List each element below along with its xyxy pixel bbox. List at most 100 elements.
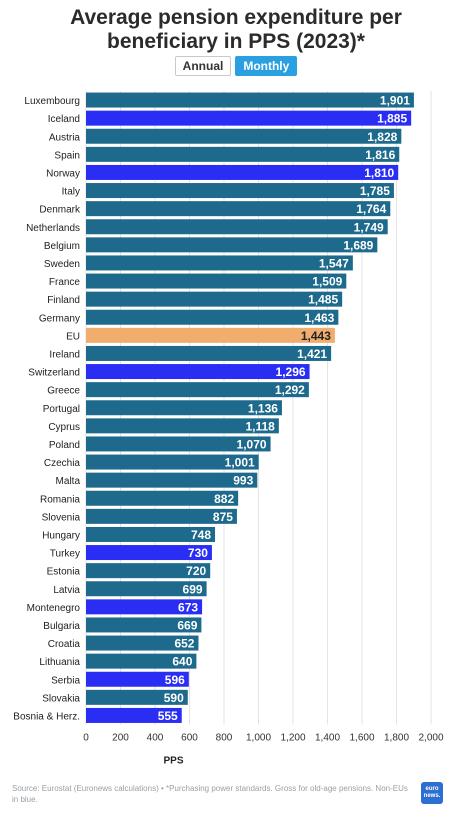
- bar: [86, 653, 197, 669]
- bar: [86, 635, 199, 651]
- bar: [86, 599, 203, 615]
- category-label: Switzerland: [28, 368, 80, 379]
- value-label: 1,509: [312, 275, 342, 289]
- category-label: Belgium: [44, 241, 80, 252]
- bar: [86, 201, 391, 217]
- category-label: Spain: [54, 150, 80, 161]
- view-toggle: Annual Monthly: [0, 56, 472, 76]
- x-tick-label: 1,200: [280, 733, 305, 744]
- bar: [86, 345, 332, 361]
- category-label: Bosnia & Herz.: [13, 711, 80, 722]
- bar: [86, 581, 207, 597]
- value-label: 590: [164, 691, 184, 705]
- value-label: 993: [233, 474, 253, 488]
- x-tick-label: 1,600: [349, 733, 374, 744]
- x-tick-label: 2,000: [418, 733, 443, 744]
- x-tick-label: 1,800: [384, 733, 409, 744]
- bar: [86, 110, 412, 126]
- value-label: 882: [214, 492, 234, 506]
- category-label: Austria: [49, 132, 81, 143]
- value-label: 555: [158, 709, 178, 723]
- category-label: Estonia: [47, 567, 81, 578]
- category-label: Slovenia: [42, 512, 81, 523]
- category-label: Sweden: [44, 259, 80, 270]
- value-label: 1,901: [380, 94, 410, 108]
- x-tick-label: 600: [181, 733, 198, 744]
- bar: [86, 128, 402, 144]
- category-label: Montenegro: [27, 603, 81, 614]
- category-label: Netherlands: [26, 223, 80, 234]
- category-label: Luxembourg: [24, 96, 80, 107]
- value-label: 673: [178, 600, 198, 614]
- value-label: 640: [172, 655, 192, 669]
- value-label: 1,547: [319, 256, 349, 270]
- x-tick-label: 1,400: [315, 733, 340, 744]
- category-label: Denmark: [39, 205, 81, 216]
- category-label: Malta: [56, 476, 81, 487]
- category-label: Norway: [46, 168, 80, 179]
- value-label: 1,296: [276, 365, 306, 379]
- x-tick-label: 0: [83, 733, 89, 744]
- value-label: 1,136: [248, 401, 278, 415]
- bar: [86, 400, 282, 416]
- category-label: Czechia: [44, 458, 81, 469]
- bar: [86, 671, 189, 687]
- value-label: 875: [213, 510, 233, 524]
- category-label: Germany: [39, 313, 80, 324]
- bar: [86, 237, 378, 253]
- category-label: Cyprus: [48, 422, 80, 433]
- x-tick-label: 400: [147, 733, 164, 744]
- bar: [86, 617, 202, 633]
- chart-title-line-1: Average pension expenditure per: [70, 6, 402, 29]
- logo-text: euro news.: [423, 786, 441, 799]
- category-label: Lithuania: [39, 657, 80, 668]
- tab-annual[interactable]: Annual: [174, 56, 232, 76]
- bar: [86, 490, 239, 506]
- euronews-logo[interactable]: euro news.: [421, 782, 443, 804]
- category-label: EU: [66, 331, 80, 342]
- bar: [86, 146, 400, 162]
- chart-title-line-2: beneficiary in PPS (2023)*: [107, 30, 365, 53]
- x-axis-title: PPS: [163, 756, 183, 767]
- bar: [86, 291, 343, 307]
- bar: [86, 382, 309, 398]
- value-label: 669: [177, 618, 197, 632]
- bar: [86, 436, 271, 452]
- value-label: 1,764: [356, 202, 386, 216]
- x-tick-label: 1,000: [246, 733, 271, 744]
- category-label: Iceland: [48, 114, 80, 125]
- category-label: Latvia: [53, 585, 80, 596]
- bar: [86, 508, 237, 524]
- value-label: 1,118: [245, 419, 275, 433]
- value-label: 1,689: [343, 238, 373, 252]
- value-label: 596: [165, 673, 185, 687]
- category-label: Turkey: [50, 549, 80, 560]
- bar: [86, 689, 188, 705]
- category-label: Ireland: [49, 349, 80, 360]
- category-label: Italy: [62, 187, 80, 198]
- value-label: 1,421: [297, 347, 327, 361]
- source-note: Source: Eurostat (Euronews calculations)…: [12, 784, 408, 804]
- category-label: Hungary: [42, 530, 80, 541]
- category-label: Finland: [47, 295, 80, 306]
- category-label: Portugal: [43, 404, 80, 415]
- bar: [86, 472, 258, 488]
- bar: [86, 273, 347, 289]
- tab-monthly[interactable]: Monthly: [235, 56, 298, 76]
- value-label: 1,749: [354, 220, 384, 234]
- bar: [86, 545, 212, 561]
- chart-title: Average pension expenditure per benefici…: [0, 6, 472, 54]
- value-label: 1,443: [301, 329, 331, 343]
- value-label: 1,070: [237, 437, 267, 451]
- x-tick-label: 800: [216, 733, 233, 744]
- value-label: 1,785: [360, 184, 390, 198]
- value-label: 699: [183, 582, 203, 596]
- category-label: Poland: [49, 440, 80, 451]
- category-label: Greece: [47, 386, 80, 397]
- x-tick-label: 200: [112, 733, 129, 744]
- bar: [86, 327, 335, 343]
- value-label: 1,485: [308, 293, 338, 307]
- bar: [86, 309, 339, 325]
- category-label: Croatia: [48, 639, 81, 650]
- value-label: 748: [191, 528, 211, 542]
